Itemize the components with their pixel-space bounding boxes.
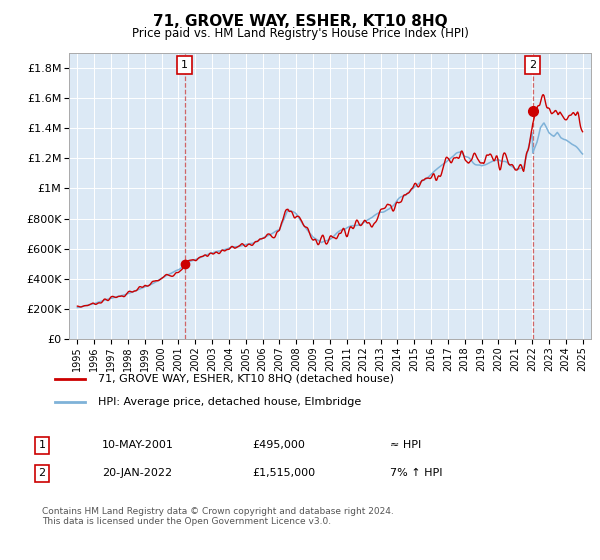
Text: £495,000: £495,000 xyxy=(252,440,305,450)
Text: ≈ HPI: ≈ HPI xyxy=(390,440,421,450)
Text: 20-JAN-2022: 20-JAN-2022 xyxy=(102,468,172,478)
Text: Price paid vs. HM Land Registry's House Price Index (HPI): Price paid vs. HM Land Registry's House … xyxy=(131,27,469,40)
Text: 71, GROVE WAY, ESHER, KT10 8HQ (detached house): 71, GROVE WAY, ESHER, KT10 8HQ (detached… xyxy=(98,374,394,384)
Text: 71, GROVE WAY, ESHER, KT10 8HQ: 71, GROVE WAY, ESHER, KT10 8HQ xyxy=(152,14,448,29)
Text: HPI: Average price, detached house, Elmbridge: HPI: Average price, detached house, Elmb… xyxy=(98,397,361,407)
Text: 1: 1 xyxy=(38,440,46,450)
Text: 2: 2 xyxy=(38,468,46,478)
Text: £1,515,000: £1,515,000 xyxy=(252,468,315,478)
Text: Contains HM Land Registry data © Crown copyright and database right 2024.
This d: Contains HM Land Registry data © Crown c… xyxy=(42,507,394,526)
Text: 7% ↑ HPI: 7% ↑ HPI xyxy=(390,468,443,478)
Text: 10-MAY-2001: 10-MAY-2001 xyxy=(102,440,174,450)
Text: 2: 2 xyxy=(529,60,536,70)
Text: 1: 1 xyxy=(181,60,188,70)
